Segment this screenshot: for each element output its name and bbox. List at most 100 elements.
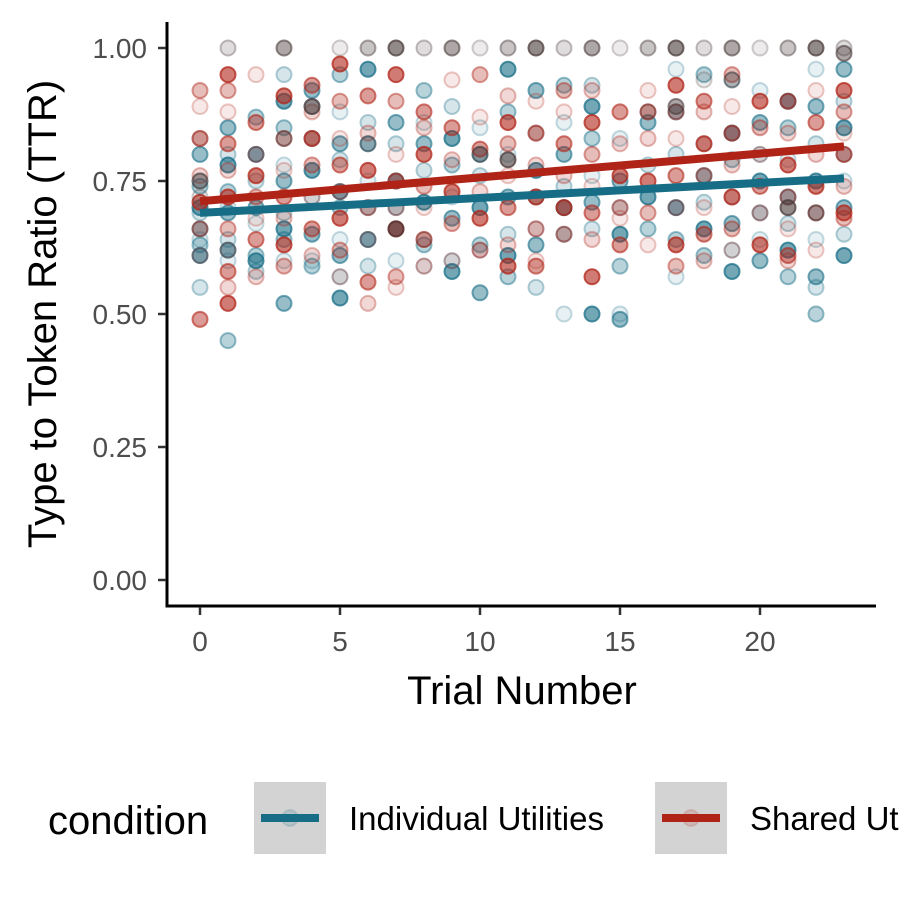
- data-point: [527, 252, 545, 270]
- data-point: [471, 119, 489, 137]
- data-point: [275, 294, 293, 312]
- data-point: [275, 39, 293, 57]
- data-point: [471, 236, 489, 254]
- data-point: [219, 241, 237, 259]
- data-point: [415, 103, 433, 121]
- data-point: [751, 39, 769, 57]
- data-point: [583, 82, 601, 100]
- data-point: [331, 55, 349, 73]
- data-point: [471, 241, 489, 259]
- data-point: [303, 246, 321, 264]
- data-point: [387, 92, 405, 110]
- data-point: [555, 113, 573, 131]
- data-point: [555, 199, 573, 217]
- data-point: [751, 204, 769, 222]
- data-point: [835, 60, 853, 78]
- data-point: [191, 172, 209, 190]
- data-point: [219, 39, 237, 57]
- x-tick-label: 10: [464, 626, 495, 657]
- data-point: [443, 262, 461, 280]
- data-point: [471, 145, 489, 163]
- data-point: [835, 124, 853, 142]
- data-point: [331, 268, 349, 286]
- data-point: [611, 305, 629, 323]
- data-point: [219, 262, 237, 280]
- data-point: [443, 215, 461, 233]
- data-point: [527, 39, 545, 57]
- data-point: [415, 39, 433, 57]
- data-point: [359, 231, 377, 249]
- data-point: [191, 278, 209, 296]
- data-point: [751, 252, 769, 270]
- data-point: [779, 124, 797, 142]
- data-point: [303, 220, 321, 238]
- trend-line: [199, 142, 845, 206]
- data-point: [639, 204, 657, 222]
- data-point: [555, 76, 573, 94]
- data-point: [555, 39, 573, 57]
- data-point: [471, 108, 489, 126]
- data-point: [331, 209, 349, 227]
- data-point: [835, 225, 853, 243]
- data-point: [303, 129, 321, 147]
- data-point: [359, 273, 377, 291]
- data-point: [611, 167, 629, 185]
- data-point: [331, 39, 349, 57]
- data-point: [583, 98, 601, 116]
- data-point: [807, 204, 825, 222]
- data-point: [219, 156, 237, 174]
- data-point: [723, 66, 741, 84]
- data-point: [695, 66, 713, 84]
- y-tick-label: 0.25: [93, 432, 148, 463]
- data-point: [555, 305, 573, 323]
- legend-title: condition: [48, 799, 208, 843]
- data-point: [835, 103, 853, 121]
- data-point: [639, 129, 657, 147]
- data-point: [499, 257, 517, 275]
- data-point: [611, 236, 629, 254]
- data-point: [303, 161, 321, 179]
- data-point: [779, 92, 797, 110]
- data-point: [247, 108, 265, 126]
- data-point: [275, 66, 293, 84]
- data-point: [611, 135, 629, 153]
- data-point: [247, 145, 265, 163]
- data-point: [247, 113, 265, 131]
- data-point: [695, 220, 713, 238]
- data-point: [555, 135, 573, 153]
- data-point: [555, 82, 573, 100]
- data-point: [695, 92, 713, 110]
- y-tick-label: 0.50: [93, 299, 148, 330]
- data-point: [667, 129, 685, 147]
- data-point: [611, 39, 629, 57]
- data-point: [583, 204, 601, 222]
- data-point: [723, 215, 741, 233]
- data-point: [751, 204, 769, 222]
- data-point: [443, 252, 461, 270]
- data-point: [695, 39, 713, 57]
- data-point: [583, 231, 601, 249]
- data-point: [303, 156, 321, 174]
- data-point: [527, 278, 545, 296]
- data-point: [611, 310, 629, 328]
- data-point: [499, 87, 517, 105]
- data-point: [303, 252, 321, 270]
- data-point: [415, 257, 433, 275]
- data-point: [191, 145, 209, 163]
- points-layer: [191, 39, 853, 350]
- data-point: [835, 119, 853, 137]
- data-point: [835, 204, 853, 222]
- y-tick-label: 1.00: [93, 33, 148, 64]
- data-point: [499, 135, 517, 153]
- data-point: [807, 204, 825, 222]
- data-point: [527, 220, 545, 238]
- x-tick-label: 5: [332, 626, 348, 657]
- data-point: [555, 225, 573, 243]
- data-point: [191, 82, 209, 100]
- data-point: [667, 257, 685, 275]
- data-point: [695, 246, 713, 264]
- data-point: [275, 209, 293, 227]
- data-point: [415, 257, 433, 275]
- data-point: [443, 252, 461, 270]
- data-point: [471, 145, 489, 163]
